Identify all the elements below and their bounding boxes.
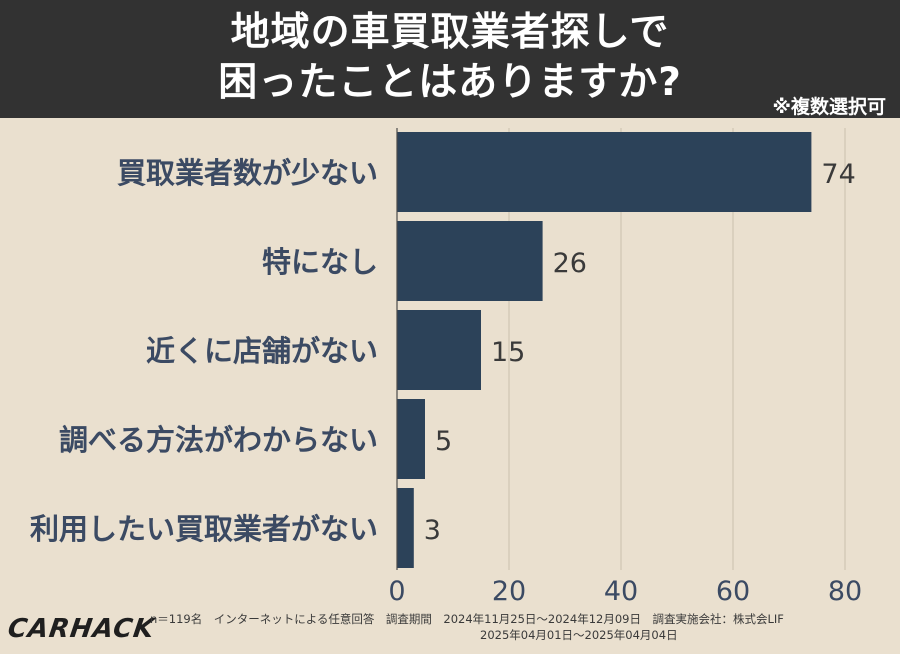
category-label-2: 近くに店舗がない — [146, 334, 378, 368]
bar-chart: 買取業者数が少ない 74 特になし 26 近くに店舗がない 15 調べる方法がわからない 5 利… — [30, 128, 862, 607]
survey-footnote-line-2: 2025年04月01日～2025年04月04日 — [480, 628, 678, 642]
bar-3 — [397, 399, 425, 479]
category-label-4: 利用したい買取業者がない — [30, 512, 378, 546]
header-bar: 地域の車買取業者探しで 困ったことはありますか? ※複数選択可 — [0, 0, 900, 118]
carhack-logo: CARHACK — [5, 614, 157, 644]
x-tick-label-60: 60 — [716, 576, 750, 607]
value-label-2: 15 — [491, 337, 525, 368]
survey-footnote-line-1: n＝119名 インターネットによる任意回答 調査期間 2024年11月25日～2… — [150, 612, 784, 626]
bar-4 — [397, 488, 414, 568]
x-tick-label-40: 40 — [604, 576, 638, 607]
category-label-1: 特になし — [262, 245, 378, 279]
multiple-choice-note: ※複数選択可 — [772, 96, 886, 118]
x-tick-label-0: 0 — [388, 576, 405, 607]
category-label-0: 買取業者数が少ない — [117, 156, 378, 190]
bar-0 — [397, 132, 812, 212]
survey-footnote: n＝119名 インターネットによる任意回答 調査期間 2024年11月25日～2… — [150, 611, 890, 643]
value-label-0: 74 — [821, 159, 855, 190]
bar-1 — [397, 221, 543, 301]
x-tick-label-80: 80 — [828, 576, 862, 607]
x-tick-label-20: 20 — [492, 576, 526, 607]
bar-2 — [397, 310, 481, 390]
value-label-3: 5 — [435, 426, 452, 457]
chart-title-line-2: 困ったことはありますか? — [218, 60, 682, 105]
value-label-1: 26 — [553, 248, 587, 279]
category-label-3: 調べる方法がわからない — [59, 423, 378, 457]
value-label-4: 3 — [424, 515, 441, 546]
chart-title-line-1: 地域の車買取業者探しで — [230, 10, 670, 55]
